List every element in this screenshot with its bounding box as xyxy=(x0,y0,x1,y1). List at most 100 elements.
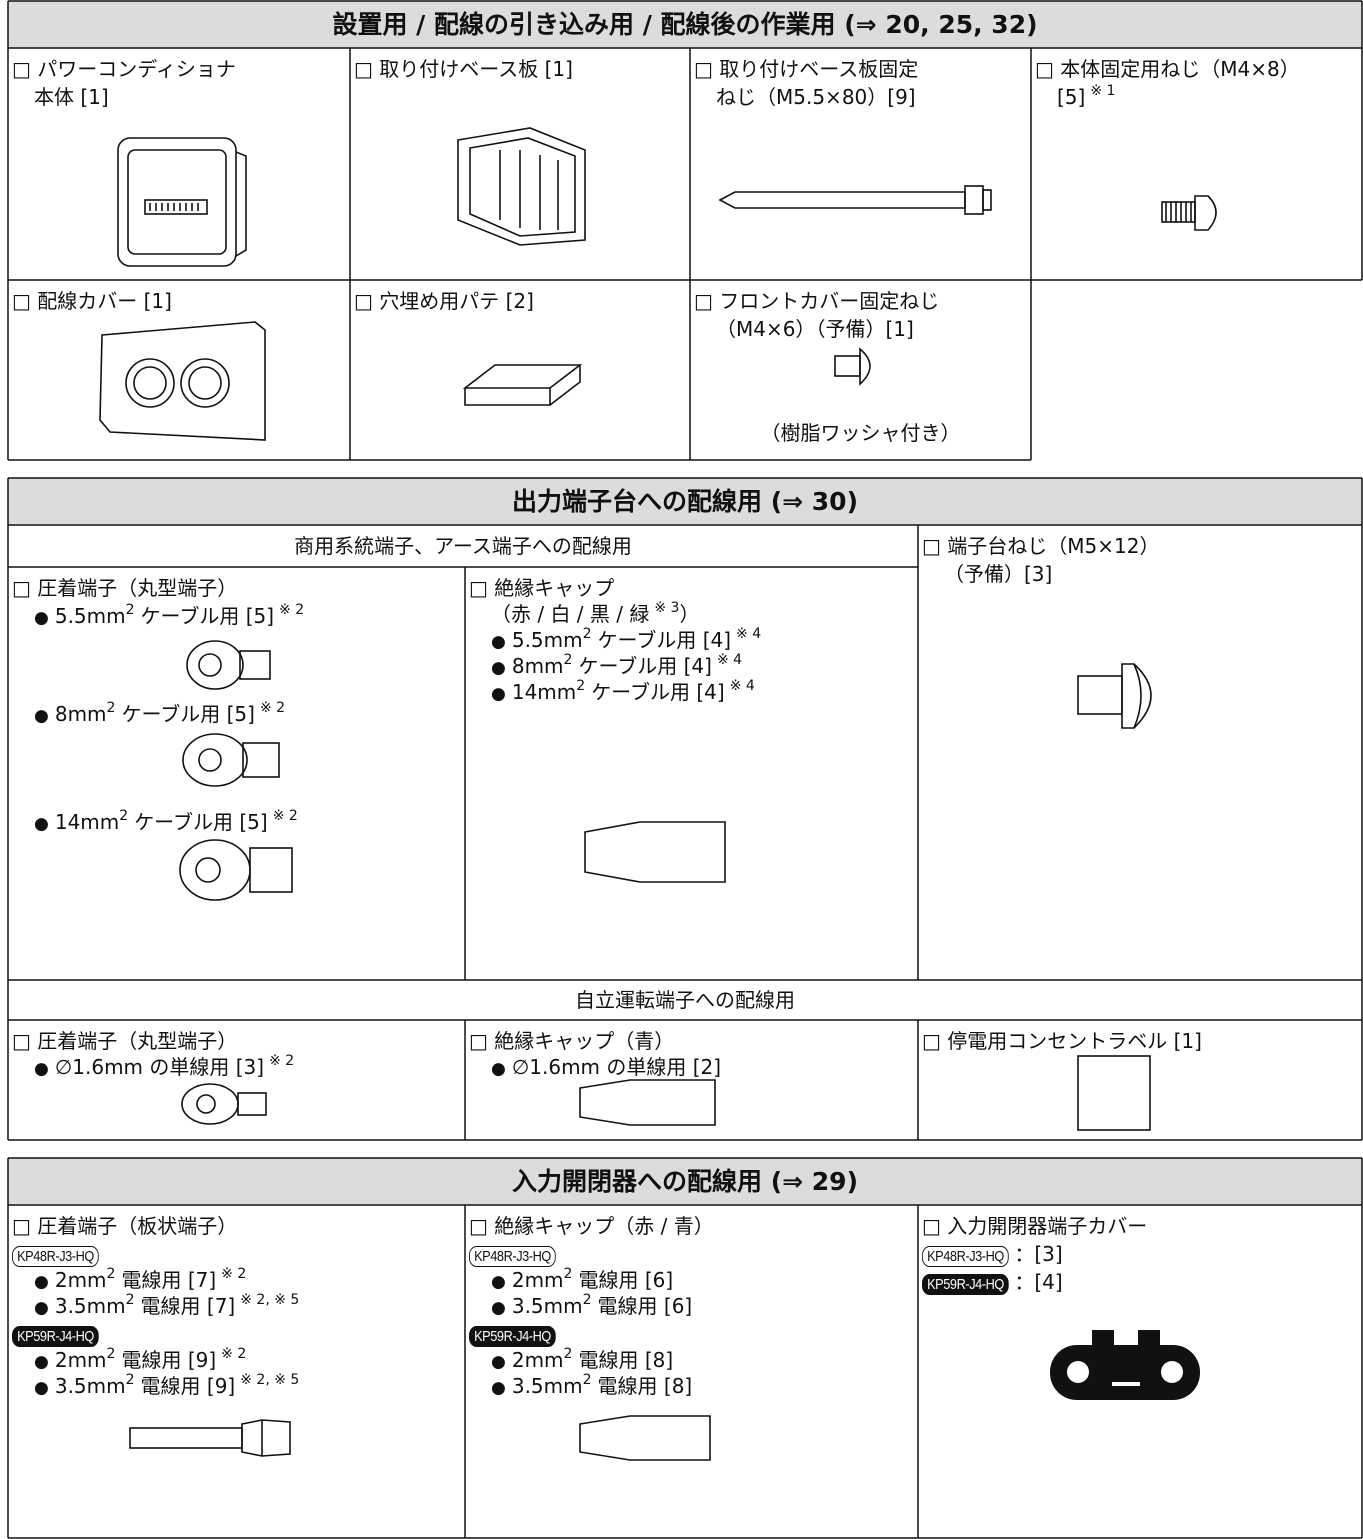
item-line: □ パワーコンディショナ xyxy=(12,56,236,82)
item-exp: 2 xyxy=(106,700,116,716)
item-bullet: ● xyxy=(491,1059,506,1079)
item-exp: 2 xyxy=(582,1372,592,1388)
item-text: 8mm xyxy=(54,702,107,726)
item-note: ※ 4 xyxy=(729,678,755,694)
drawing-shape xyxy=(1133,663,1142,729)
item-line: ● 14mm2 ケーブル用 [5] ※ 2 xyxy=(34,809,298,837)
grid-lines xyxy=(7,0,1363,1539)
drawing-shape xyxy=(8,1158,1362,1205)
group-title: 商用系統端子、アース端子への配線用 xyxy=(294,534,632,558)
item-line: [5] ※ 1 xyxy=(1057,84,1115,110)
item-bullet: ● xyxy=(34,608,49,628)
item-exp: 2 xyxy=(106,1346,116,1362)
item-note: ※ 2, ※ 5 xyxy=(240,1372,300,1388)
item-text: □ 配線カバー [1] xyxy=(12,289,172,313)
item-bullet: ● xyxy=(34,1378,49,1398)
item-text: □ 絶縁キャップ（青） xyxy=(469,1029,675,1053)
item-line: （予備）[3] xyxy=(944,561,1052,587)
item-note: ※ 2 xyxy=(221,1266,247,1282)
item-text: 3.5mm xyxy=(511,1374,583,1398)
item-bullet: ● xyxy=(491,1378,506,1398)
item-line: □ 絶縁キャップ xyxy=(469,575,614,601)
item-bullet: ● xyxy=(491,1298,506,1318)
item-line: ● 8mm2 ケーブル用 [5] ※ 2 xyxy=(34,701,285,729)
item-line: ● 5.5mm2 ケーブル用 [4] ※ 4 xyxy=(491,627,761,655)
drawing-shape xyxy=(186,640,244,690)
item-text: 3.5mm xyxy=(54,1374,126,1398)
item-bullet: ● xyxy=(34,1298,49,1318)
item-exp: 2 xyxy=(563,652,573,668)
drawing-shape xyxy=(181,1083,239,1125)
item-text: □ 圧着端子（板状端子） xyxy=(12,1214,238,1238)
drawing-shape xyxy=(1077,675,1123,715)
item-line: □ 絶縁キャップ（赤 / 青） xyxy=(469,1213,714,1239)
drawing-shape xyxy=(8,478,1362,525)
item-text: □ フロントカバー固定ねじ xyxy=(694,289,940,313)
item-note: ※ 4 xyxy=(716,652,743,668)
item-text: （赤 / 白 / 黒 / 緑 xyxy=(491,602,650,626)
item-rest: 電線用 [6] xyxy=(597,1294,693,1318)
item-exp: 2 xyxy=(582,626,592,642)
item-line: KP48R-J3-HQ xyxy=(12,1241,102,1267)
item-note: ※ 2 xyxy=(272,808,298,824)
item-line: KP59R-J4-HQ ：[4] xyxy=(922,1269,1063,1295)
item-line: ● 14mm2 ケーブル用 [4] ※ 4 xyxy=(491,679,755,707)
item-text: □ 端子台ねじ（M5×12） xyxy=(922,534,1160,558)
item-line: KP48R-J3-HQ xyxy=(469,1241,559,1267)
item-line: ● ∅1.6mm の単線用 [3] ※ 2 xyxy=(34,1054,294,1082)
item-text: ∅1.6mm の単線用 [2] xyxy=(511,1055,722,1079)
drawing-shape xyxy=(1077,1055,1151,1131)
item-line: □ 配線カバー [1] xyxy=(12,288,172,314)
drawing-shape xyxy=(859,347,871,386)
item-text: 14mm xyxy=(54,810,120,834)
drawing-shape xyxy=(7,0,1363,461)
section-title: 設置用 / 配線の引き込み用 / 配線後の作業用 (⇒ 20, 25, 32) xyxy=(332,10,1038,39)
item-text: □ 入力開閉器端子カバー xyxy=(922,1214,1148,1238)
drawing-shape xyxy=(1092,1330,1114,1352)
item-text: □ 圧着端子（丸型端子） xyxy=(12,1029,238,1053)
item-text: □ 圧着端子（丸型端子） xyxy=(12,576,238,600)
item-text: 2mm xyxy=(511,1268,564,1292)
item-tail: ） xyxy=(679,602,700,626)
item-text: □ 本体固定用ねじ（M4×8） xyxy=(1035,57,1300,81)
item-note: ※ 2, ※ 5 xyxy=(240,1292,300,1308)
item-line: □ 穴埋め用パテ [2] xyxy=(354,288,534,314)
item-line: ● 3.5mm2 電線用 [6] xyxy=(491,1293,692,1321)
item-text: 14mm xyxy=(511,680,577,704)
drawing-shape xyxy=(239,650,271,680)
drawing-shape xyxy=(469,137,576,237)
group xyxy=(1050,1330,1200,1400)
drawing-shape xyxy=(964,185,984,215)
item-rest: ：[4] xyxy=(1014,1270,1063,1294)
item-line: ● 2mm2 電線用 [6] xyxy=(491,1267,673,1295)
item-line: □ 取り付けベース板 [1] xyxy=(354,56,573,82)
item-line: KP59R-J4-HQ xyxy=(469,1321,559,1347)
drawing-shape xyxy=(499,150,559,230)
item-line: □ 本体固定用ねじ（M4×8） xyxy=(1035,56,1300,82)
item-badge: KP59R-J4-HQ xyxy=(922,1274,1010,1295)
item-line: □ 圧着端子（板状端子） xyxy=(12,1213,237,1239)
item-text: □ 取り付けベース板 [1] xyxy=(354,57,573,81)
drawing-shape xyxy=(718,191,966,209)
item-exp: 2 xyxy=(582,1292,592,1308)
item-badge: KP48R-J3-HQ xyxy=(469,1246,557,1267)
item-line: KP59R-J4-HQ xyxy=(12,1321,102,1347)
item-badge: KP48R-J3-HQ xyxy=(12,1246,100,1267)
drawing-shape xyxy=(1050,1345,1200,1400)
drawing-shape xyxy=(1067,1361,1089,1383)
item-rest: 電線用 [9] xyxy=(121,1348,217,1372)
item-note: ※ 3 xyxy=(654,600,680,616)
item-exp: 2 xyxy=(125,1372,135,1388)
item-text: 本体 [1] xyxy=(34,85,109,109)
item-rest: 電線用 [7] xyxy=(140,1294,236,1318)
drawing-shape xyxy=(125,358,175,408)
item-text: ねじ（M5.5×80）[9] xyxy=(716,85,916,109)
drawing-shape xyxy=(1161,1361,1183,1383)
item-text: （樹脂ワッシャ付き） xyxy=(760,421,961,445)
item-bullet: ● xyxy=(491,658,506,678)
item-badge: KP48R-J3-HQ xyxy=(922,1246,1010,1267)
drawings xyxy=(99,127,1217,1461)
item-note: ※ 1 xyxy=(1090,83,1116,99)
item-rest: 電線用 [8] xyxy=(597,1374,693,1398)
